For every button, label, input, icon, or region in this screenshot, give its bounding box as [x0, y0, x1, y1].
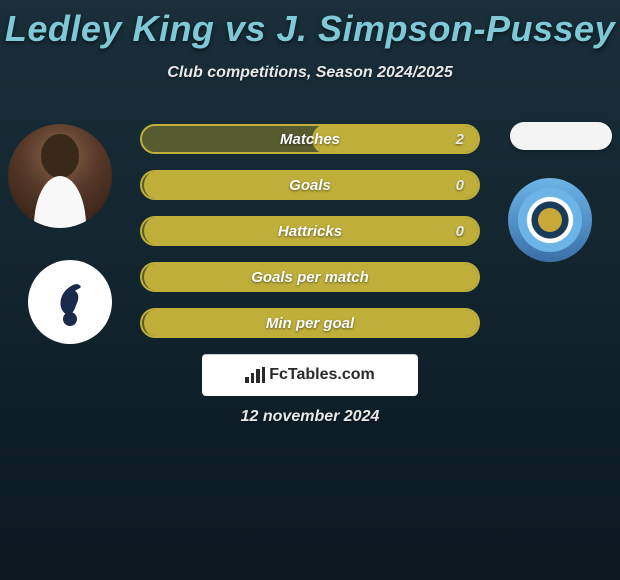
stat-row-hattricks: Hattricks 0 [140, 216, 480, 246]
player-head-shape [41, 134, 78, 178]
club-right-inner-icon [518, 188, 582, 252]
stat-row-goals-per-match: Goals per match [140, 262, 480, 292]
club-left-badge [28, 260, 112, 344]
stat-row-matches: Matches 2 [140, 124, 480, 154]
stat-label: Hattricks [278, 223, 342, 240]
stats-list: Matches 2 Goals 0 Hattricks 0 Goals per … [140, 124, 480, 354]
stat-value: 2 [456, 131, 464, 148]
bar-chart-icon [245, 367, 265, 383]
stat-value: 0 [456, 177, 464, 194]
comparison-card: Ledley King vs J. Simpson-Pussey Club co… [0, 0, 620, 580]
page-title: Ledley King vs J. Simpson-Pussey [0, 8, 620, 50]
stat-row-min-per-goal: Min per goal [140, 308, 480, 338]
stat-label: Matches [280, 131, 340, 148]
date-text: 12 november 2024 [0, 408, 620, 426]
stat-row-goals: Goals 0 [140, 170, 480, 200]
brand-box[interactable]: FcTables.com [202, 354, 418, 396]
stat-label: Goals per match [251, 269, 369, 286]
club-right-badge [508, 178, 592, 262]
stat-label: Goals [289, 177, 331, 194]
brand-text: FcTables.com [269, 366, 375, 384]
cockerel-icon [45, 277, 95, 327]
subtitle: Club competitions, Season 2024/2025 [0, 64, 620, 82]
stat-value: 0 [456, 223, 464, 240]
player-left-photo [8, 124, 112, 228]
stat-label: Min per goal [266, 315, 354, 332]
player-right-placeholder [510, 122, 612, 150]
